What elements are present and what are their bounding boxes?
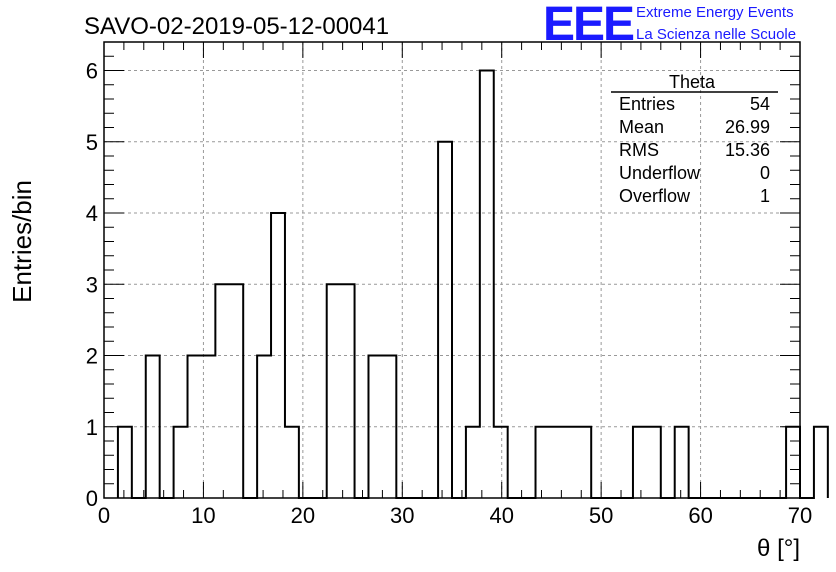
x-tick-label: 60 (688, 503, 712, 528)
histogram-bin (229, 284, 243, 498)
y-tick-label: 1 (86, 415, 98, 440)
x-tick-label: 30 (390, 503, 414, 528)
histogram-bin (577, 427, 591, 498)
logo-mark: EEE (543, 0, 634, 51)
plot-frame (103, 41, 801, 499)
histogram-bin (215, 284, 229, 498)
stats-box: Theta Entries 54 Mean 26.99 RMS 15.36 Underflo… (611, 72, 778, 206)
histogram-bin (285, 427, 299, 498)
y-axis-label: Entries/bin (7, 180, 37, 303)
histogram-bin (563, 427, 577, 498)
histogram-bin (327, 284, 341, 498)
histogram-bin (341, 284, 355, 498)
x-tick-label: 50 (589, 503, 613, 528)
x-tick-label: 20 (291, 503, 315, 528)
stats-value: 15.36 (725, 140, 770, 160)
histogram-bin (174, 427, 188, 498)
stats-rows: Entries 54 Mean 26.99 RMS 15.36 Underflow 0 Over… (619, 94, 770, 206)
y-tick-label: 6 (86, 59, 98, 84)
histogram-bin (633, 427, 647, 498)
x-tick-label: 0 (98, 503, 110, 528)
histogram-bin (786, 427, 800, 498)
stats-label: Overflow (619, 186, 691, 206)
histogram-bin (466, 427, 480, 498)
stats-title: Theta (669, 72, 716, 92)
histogram-bin (118, 427, 132, 498)
logo-line-1: Extreme Energy Events (636, 4, 794, 21)
eee-logo: EEE Extreme Energy Events La Scienza nel… (543, 0, 796, 51)
x-tick-labels: 0 10 20 30 40 50 60 70 (98, 503, 812, 528)
stats-label: Underflow (619, 163, 701, 183)
stats-label: Entries (619, 94, 675, 114)
y-tick-label: 5 (86, 130, 98, 155)
axis-ticks (103, 41, 801, 499)
y-tick-label: 3 (86, 272, 98, 297)
histogram-bin (494, 427, 508, 498)
stats-label: RMS (619, 140, 659, 160)
histogram-bin (549, 427, 563, 498)
histogram-bin (536, 427, 550, 498)
stats-value: 26.99 (725, 117, 770, 137)
histogram-bin (647, 427, 661, 498)
stats-value: 54 (750, 94, 770, 114)
x-tick-label: 40 (489, 503, 513, 528)
y-tick-label: 0 (86, 486, 98, 511)
x-tick-label: 10 (191, 503, 215, 528)
stats-value: 1 (760, 186, 770, 206)
stats-label: Mean (619, 117, 664, 137)
y-tick-labels: 0 1 2 3 4 5 6 (86, 59, 98, 512)
histogram-bin (480, 71, 494, 499)
y-tick-label: 4 (86, 201, 98, 226)
x-tick-label: 70 (788, 503, 812, 528)
chart-title: SAVO-02-2019-05-12-00041 (84, 13, 389, 40)
histogram-bin (814, 427, 828, 498)
histogram-bin (438, 142, 452, 498)
logo-line-2: La Scienza nelle Scuole (636, 26, 796, 43)
x-axis-label: θ [°] (757, 535, 800, 562)
stats-value: 0 (760, 163, 770, 183)
histogram-bin (675, 427, 689, 498)
y-tick-label: 2 (86, 344, 98, 369)
